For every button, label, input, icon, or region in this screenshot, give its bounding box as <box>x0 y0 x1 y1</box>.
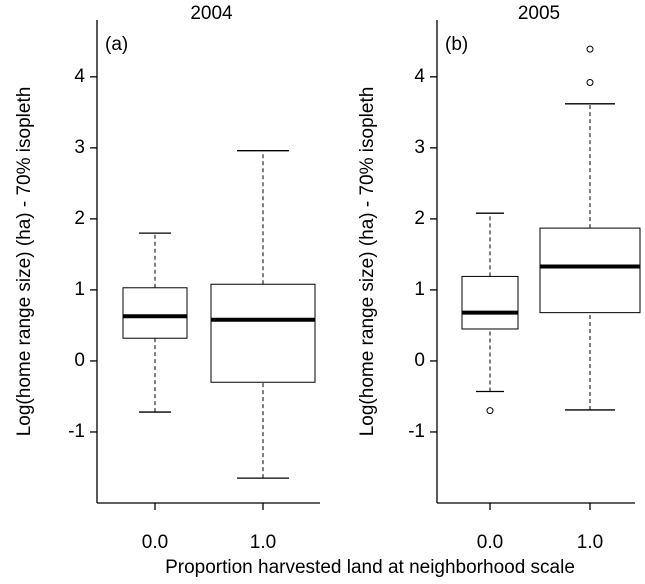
x-tick-label: 0.0 <box>142 532 168 553</box>
x-tick-label: 1.0 <box>250 532 276 553</box>
y-axis-label: Log(home range size) (ha) - 70% isopleth <box>357 87 378 437</box>
box <box>461 275 519 330</box>
outlier <box>586 79 594 87</box>
y-tick-label: 2 <box>414 208 425 229</box>
y-tick-label: -1 <box>68 421 85 442</box>
box <box>210 283 316 383</box>
outlier <box>586 45 594 53</box>
panel-title: 2004 <box>190 3 233 24</box>
y-tick-label: 4 <box>74 66 85 87</box>
y-tick-label: -1 <box>408 421 425 442</box>
y-tick-label: 0 <box>414 350 425 371</box>
box <box>539 227 641 314</box>
y-tick-label: 1 <box>74 279 85 300</box>
y-tick-label: 1 <box>414 279 425 300</box>
y-tick-label: 3 <box>414 137 425 158</box>
x-tick-label: 1.0 <box>577 532 603 553</box>
y-tick-label: 3 <box>74 137 85 158</box>
panel-label: (b) <box>445 34 468 55</box>
y-tick-label: 4 <box>414 66 425 87</box>
y-tick-label: 0 <box>74 350 85 371</box>
y-tick-label: 2 <box>74 208 85 229</box>
panel-title: 2005 <box>518 3 560 24</box>
box <box>122 287 188 339</box>
y-axis-label: Log(home range size) (ha) - 70% isopleth <box>14 87 35 437</box>
panel-label: (a) <box>105 34 128 55</box>
x-tick-label: 0.0 <box>477 532 503 553</box>
x-axis-label: Proportion harvested land at neighborhoo… <box>165 557 575 578</box>
outlier <box>486 407 494 415</box>
